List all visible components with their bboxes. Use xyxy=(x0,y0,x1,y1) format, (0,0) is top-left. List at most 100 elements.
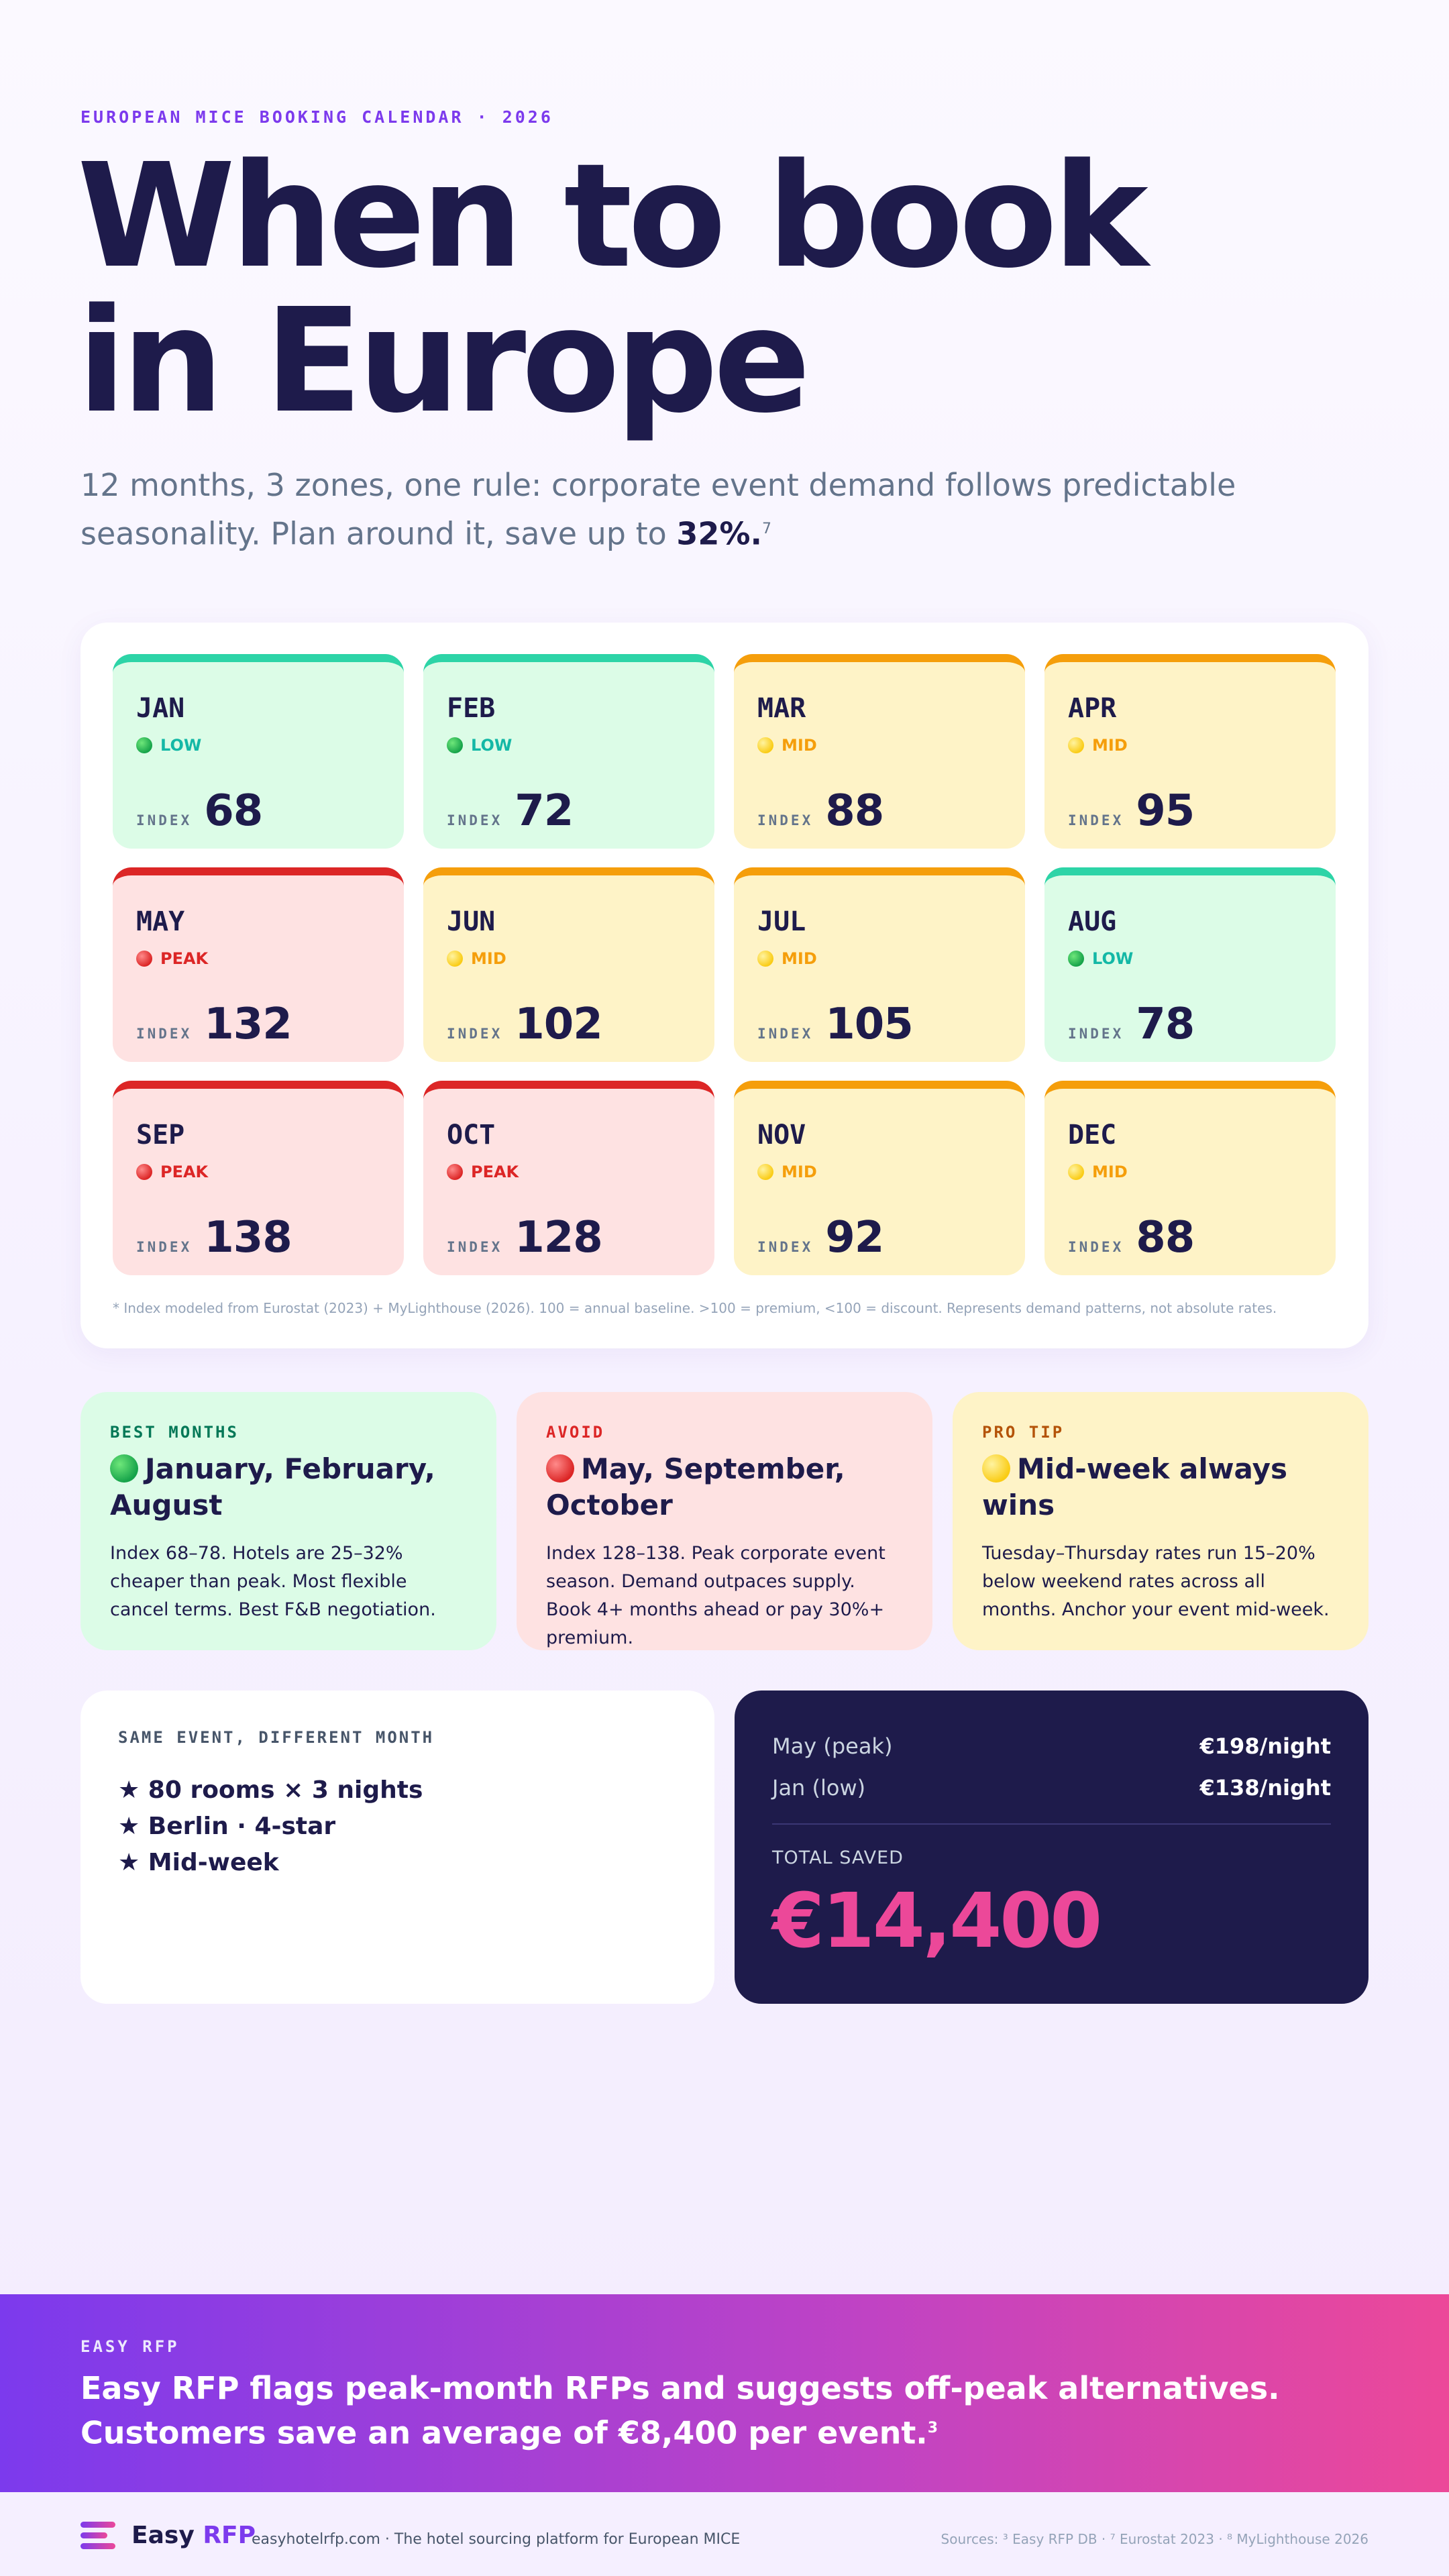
month-tile-apr: APR MID INDEX 95 xyxy=(1044,654,1336,849)
total-saved-label: TOTAL SAVED xyxy=(772,1847,904,1868)
avoid-card: AVOID May, September, October Index 128–… xyxy=(517,1392,932,1650)
event-detail-item: ★ Berlin · 4-star xyxy=(118,1813,336,1840)
index-readout: INDEX 95 xyxy=(1068,786,1195,836)
status-dot-icon xyxy=(1068,1164,1084,1180)
best-months-label: BEST MONTHS xyxy=(110,1423,239,1442)
month-tile-may: MAY PEAK INDEX 132 xyxy=(113,867,404,1062)
event-details-list: ★ 80 rooms × 3 nights ★ Berlin · 4-star … xyxy=(118,1772,677,1881)
footer-sources: Sources: ³ Easy RFP DB · ⁷ Eurostat 2023… xyxy=(941,2531,1368,2547)
index-value: 68 xyxy=(204,786,263,836)
brand-logo[interactable]: Easy RFP xyxy=(80,2520,256,2550)
month-tile-jun: JUN MID INDEX 102 xyxy=(423,867,714,1062)
status-label: MID xyxy=(1092,736,1128,755)
status-label: MID xyxy=(471,949,506,968)
pro-tip-title-text: Mid-week always wins xyxy=(982,1452,1287,1521)
index-readout: INDEX 138 xyxy=(136,1213,292,1263)
red-circle-icon xyxy=(546,1454,574,1483)
index-value: 78 xyxy=(1136,1000,1195,1049)
month-tile-oct: OCT PEAK INDEX 128 xyxy=(423,1081,714,1275)
brand-name: Easy RFP xyxy=(131,2522,256,2549)
best-months-body: Index 68–78. Hotels are 25–32% cheaper t… xyxy=(110,1543,436,1620)
same-event-card: SAME EVENT, DIFFERENT MONTH ★ 80 rooms ×… xyxy=(80,1690,714,2004)
month-tile-jul: JUL MID INDEX 105 xyxy=(734,867,1025,1062)
event-detail-item: ★ 80 rooms × 3 nights xyxy=(118,1776,423,1804)
status-dot-icon xyxy=(757,737,773,753)
status-label: MID xyxy=(1092,1163,1128,1181)
month-name: JUL xyxy=(757,906,806,937)
avoid-title-text: May, September, October xyxy=(546,1452,845,1521)
yellow-circle-icon xyxy=(982,1454,1010,1483)
index-readout: INDEX 88 xyxy=(757,786,884,836)
status-label: PEAK xyxy=(471,1163,519,1181)
index-label: INDEX xyxy=(757,1239,814,1255)
index-readout: INDEX 92 xyxy=(757,1213,884,1263)
banner-text: Easy RFP flags peak-month RFPs and sugge… xyxy=(80,2368,1368,2453)
index-value: 128 xyxy=(515,1213,603,1263)
status-dot-icon xyxy=(136,951,152,967)
index-label: INDEX xyxy=(1068,1239,1124,1255)
index-value: 105 xyxy=(825,1000,914,1049)
status-badge: PEAK xyxy=(136,1163,208,1181)
month-grid: JAN LOW INDEX 68 FEB LOW INDEX 72 MAR MID INDEX 88 A… xyxy=(113,654,1336,1275)
eyebrow: EUROPEAN MICE BOOKING CALENDAR · 2026 xyxy=(80,107,553,127)
index-readout: INDEX 68 xyxy=(136,786,263,836)
status-dot-icon xyxy=(447,737,463,753)
total-saved-value: €14,400 xyxy=(772,1878,1102,1965)
green-circle-icon xyxy=(110,1454,138,1483)
status-label: MID xyxy=(782,949,817,968)
title-line-2: in Europe xyxy=(77,278,811,445)
month-tile-mar: MAR MID INDEX 88 xyxy=(734,654,1025,849)
subtitle-highlight: 32%. xyxy=(676,515,762,552)
status-dot-icon xyxy=(1068,737,1084,753)
status-badge: MID xyxy=(757,1163,817,1181)
index-value: 138 xyxy=(204,1213,292,1263)
avoid-body: Index 128–138. Peak corporate event seas… xyxy=(546,1543,885,1648)
banner-label: EASY RFP xyxy=(80,2337,180,2356)
avoid-title: May, September, October xyxy=(546,1451,903,1523)
subtitle: 12 months, 3 zones, one rule: corporate … xyxy=(80,463,1288,555)
avoid-label: AVOID xyxy=(546,1423,605,1442)
index-label: INDEX xyxy=(1068,812,1124,828)
status-badge: PEAK xyxy=(136,949,208,968)
index-readout: INDEX 88 xyxy=(1068,1213,1195,1263)
month-name: OCT xyxy=(447,1120,496,1150)
footer-tagline[interactable]: easyhotelrfp.com · The hotel sourcing pl… xyxy=(252,2531,741,2548)
month-tile-aug: AUG LOW INDEX 78 xyxy=(1044,867,1336,1062)
banner-footnote-ref: 3 xyxy=(927,2420,938,2436)
rate-name: May (peak) xyxy=(772,1733,893,1759)
index-label: INDEX xyxy=(136,1239,193,1255)
month-tile-sep: SEP PEAK INDEX 138 xyxy=(113,1081,404,1275)
month-tile-dec: DEC MID INDEX 88 xyxy=(1044,1081,1336,1275)
month-tile-nov: NOV MID INDEX 92 xyxy=(734,1081,1025,1275)
status-badge: MID xyxy=(447,949,506,968)
status-badge: MID xyxy=(757,736,817,755)
index-label: INDEX xyxy=(136,812,193,828)
status-dot-icon xyxy=(447,951,463,967)
index-label: INDEX xyxy=(757,1026,814,1042)
promo-banner: EASY RFP Easy RFP flags peak-month RFPs … xyxy=(0,2294,1449,2492)
rate-value: €198/night xyxy=(1199,1733,1331,1759)
status-badge: LOW xyxy=(1068,949,1133,968)
pro-tip-title: Mid-week always wins xyxy=(982,1451,1339,1523)
index-label: INDEX xyxy=(447,812,503,828)
status-badge: LOW xyxy=(136,736,201,755)
status-badge: MID xyxy=(1068,1163,1128,1181)
rate-name: Jan (low) xyxy=(772,1775,866,1801)
month-name: JUN xyxy=(447,906,496,937)
index-readout: INDEX 78 xyxy=(1068,1000,1195,1049)
index-label: INDEX xyxy=(447,1026,503,1042)
rate-value: €138/night xyxy=(1199,1775,1331,1801)
month-name: JAN xyxy=(136,693,185,724)
month-name: APR xyxy=(1068,693,1117,724)
pro-tip-body: Tuesday–Thursday rates run 15–20% below … xyxy=(982,1543,1330,1620)
status-badge: MID xyxy=(757,949,817,968)
month-name: SEP xyxy=(136,1120,185,1150)
banner-text-body: Easy RFP flags peak-month RFPs and sugge… xyxy=(80,2370,1280,2451)
index-value: 95 xyxy=(1136,786,1195,836)
same-event-label: SAME EVENT, DIFFERENT MONTH xyxy=(118,1728,435,1747)
month-tile-feb: FEB LOW INDEX 72 xyxy=(423,654,714,849)
status-badge: PEAK xyxy=(447,1163,519,1181)
status-label: PEAK xyxy=(160,949,209,968)
rate-row-low: Jan (low) €138/night xyxy=(772,1767,1331,1809)
status-dot-icon xyxy=(136,737,152,753)
